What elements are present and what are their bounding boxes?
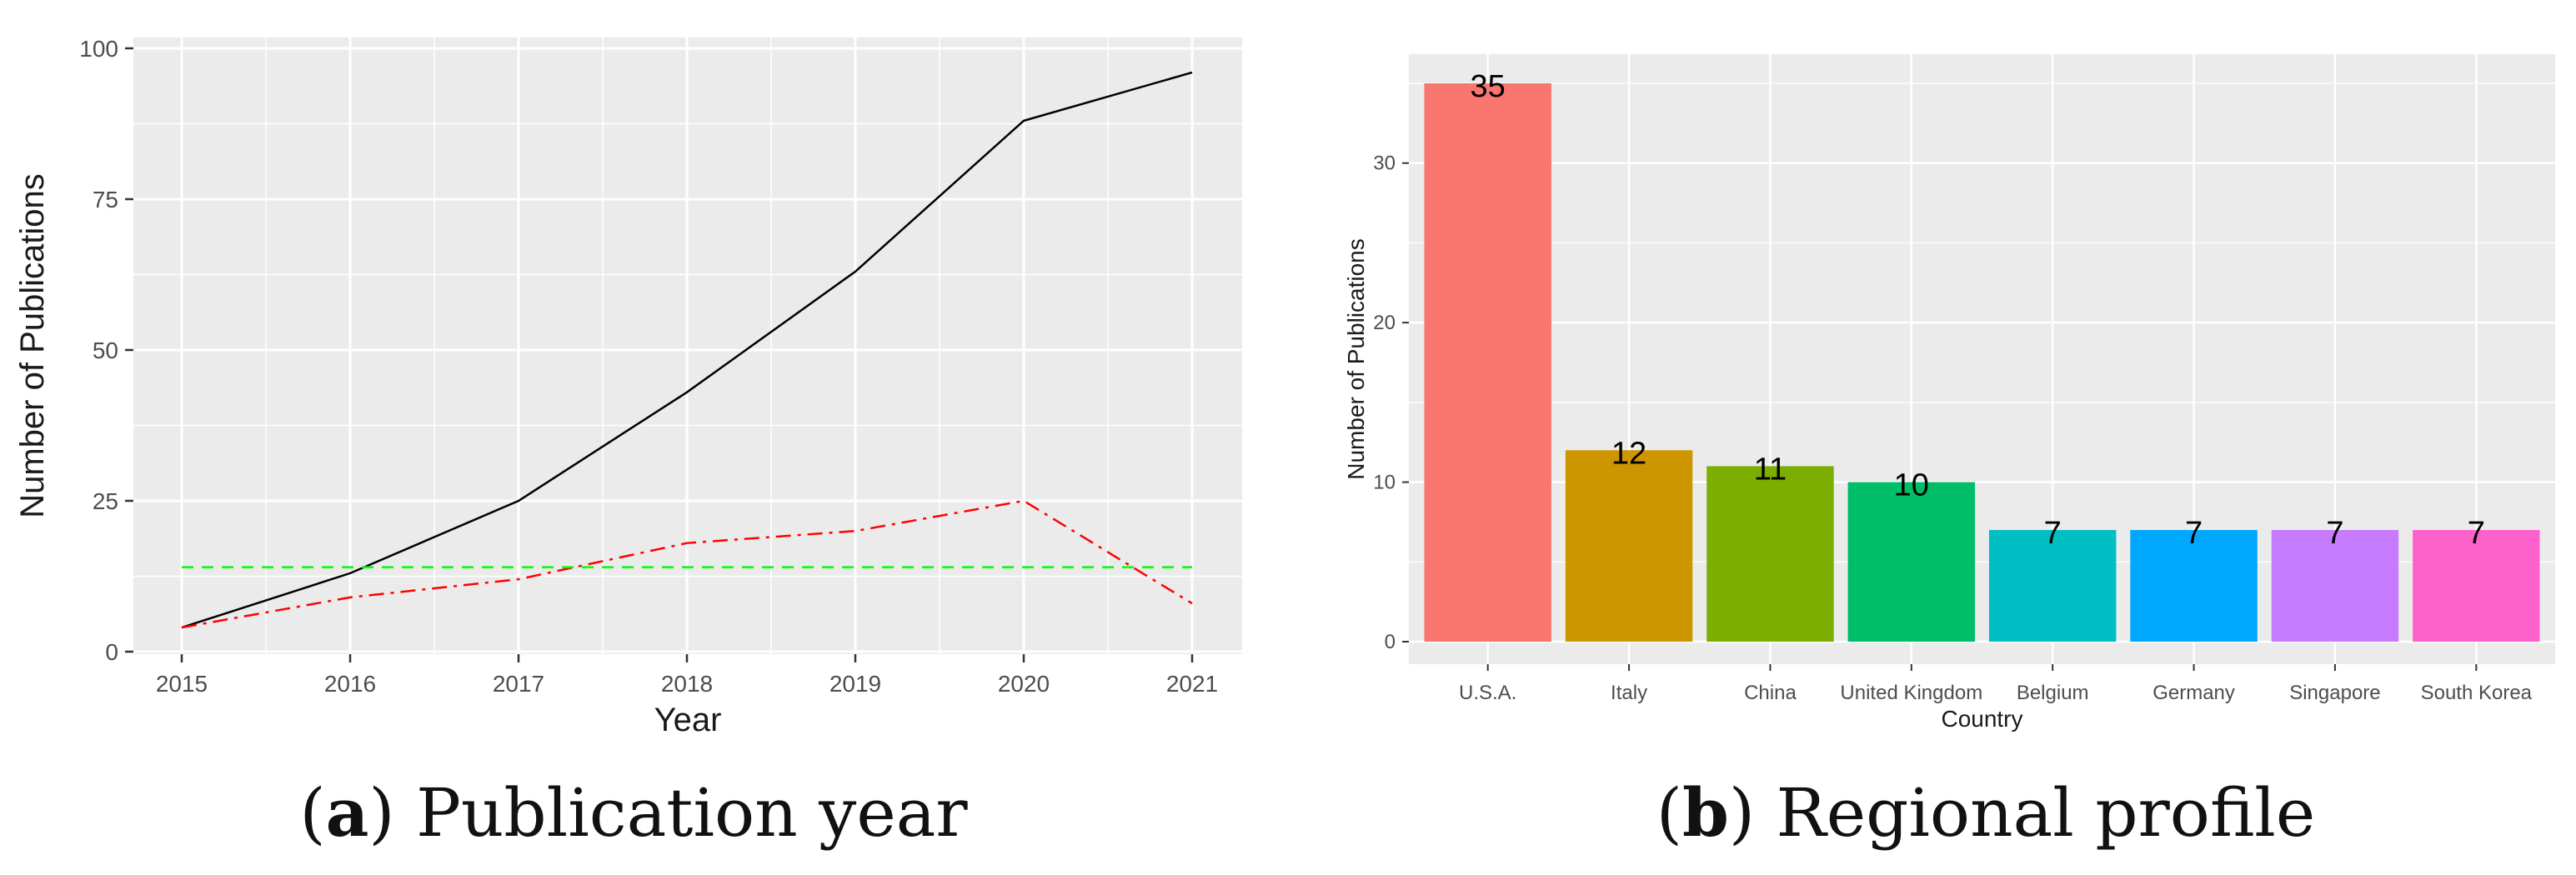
x-tick-label: China [1744, 682, 1797, 704]
figure-caption-a: (a) Publication year [299, 773, 968, 852]
x-tick-label: U.S.A. [1459, 682, 1516, 704]
y-tick-label: 0 [1385, 631, 1396, 653]
y-tick-label: 75 [93, 187, 118, 212]
x-tick-label: 2020 [998, 671, 1050, 697]
x-tick-label: 2015 [156, 671, 208, 697]
bar-value-label: 7 [2326, 516, 2343, 551]
major-gridlines [133, 38, 1242, 654]
regional-profile-chart: 35 12 11 10 7 7 7 7 0 10 20 30 U.S.A. Italy China Uni… [1343, 54, 2555, 852]
caption-text: Publication year [416, 774, 968, 852]
series-line-cumulative [181, 71, 1193, 629]
x-axis-title: Country [1941, 706, 2022, 732]
x-tick-label: South Korea [2421, 682, 2533, 704]
y-tick-label: 100 [79, 36, 118, 62]
bar-value-label: 12 [1611, 436, 1646, 471]
y-axis-title: Number of Publications [1343, 238, 1369, 479]
x-axis-ticks: 2015 2016 2017 2018 2019 2020 2021 [156, 654, 1218, 697]
x-tick-label: 2021 [1166, 671, 1218, 697]
y-axis-ticks: 0 25 50 75 100 [79, 36, 133, 665]
y-tick-label: 0 [105, 639, 118, 665]
y-tick-label: 10 [1373, 472, 1396, 494]
x-tick-label: 2018 [661, 671, 713, 697]
bar-value-label: 10 [1894, 468, 1929, 503]
bar-belgium [1988, 530, 2117, 642]
x-axis-title: Year [654, 702, 722, 738]
y-tick-label: 30 [1373, 152, 1396, 175]
series-lines [181, 71, 1193, 629]
bars: 35 12 11 10 7 7 7 7 [1424, 69, 2540, 642]
bar-value-label: 7 [2185, 516, 2203, 551]
x-axis-ticks: U.S.A. Italy China United Kingdom Belgium Ger… [1459, 664, 2533, 704]
bar-south-korea [2413, 530, 2540, 642]
x-tick-label: 2017 [493, 671, 544, 697]
caption-text: Regional profile [1777, 774, 2316, 852]
figure-caption-b: (b) Regional profile [1656, 773, 2315, 852]
bar-italy [1565, 450, 1693, 642]
x-tick-label: Italy [1611, 682, 1647, 704]
caption-letter: b [1682, 773, 1729, 852]
x-tick-label: Singapore [2289, 682, 2380, 704]
y-axis-title: Number of Publications [14, 173, 51, 518]
x-tick-label: 2019 [829, 671, 881, 697]
y-tick-label: 50 [93, 338, 118, 363]
caption-letter: a [326, 773, 369, 852]
bar-value-label: 35 [1471, 69, 1506, 104]
x-tick-label: United Kingdom [1840, 682, 1982, 704]
x-tick-label: Belgium [2017, 682, 2089, 704]
bar-value-label: 11 [1754, 452, 1787, 487]
bar-germany [2130, 530, 2258, 642]
y-tick-label: 20 [1373, 312, 1396, 334]
bar-united-kingdom [1847, 482, 1976, 642]
y-tick-label: 25 [93, 488, 118, 514]
x-tick-label: Germany [2153, 682, 2235, 704]
y-axis-ticks: 0 10 20 30 [1373, 152, 1409, 653]
bar-value-label: 7 [2044, 516, 2062, 551]
x-tick-label: 2016 [324, 671, 376, 697]
bar-singapore [2271, 530, 2399, 642]
bar-value-label: 7 [2468, 516, 2485, 551]
bar-u-s-a [1424, 83, 1551, 642]
bar-china [1706, 466, 1834, 642]
series-line-annual [181, 499, 1193, 629]
